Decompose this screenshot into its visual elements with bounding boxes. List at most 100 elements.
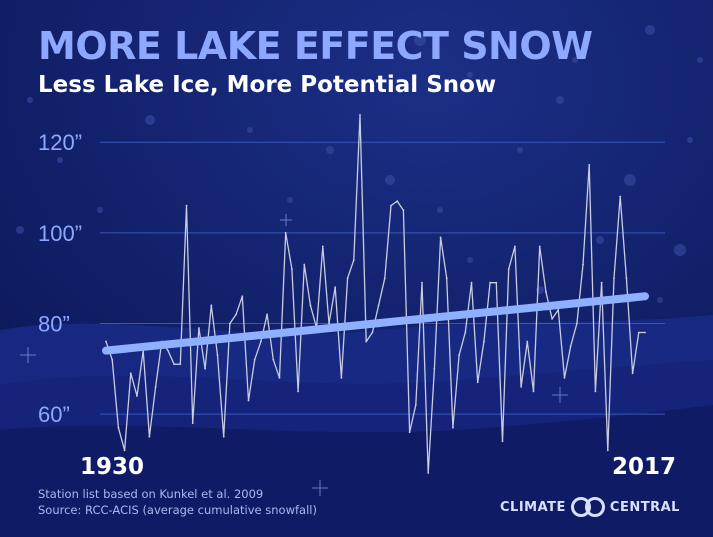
- data-point-1985: [445, 277, 448, 280]
- data-point-1965: [321, 245, 324, 248]
- data-point-1973: [371, 331, 374, 334]
- data-point-1968: [340, 376, 343, 379]
- data-point-1952: [241, 295, 244, 298]
- data-point-1989: [470, 281, 473, 284]
- data-point-1951: [235, 313, 238, 316]
- data-point-2003: [557, 308, 560, 311]
- data-point-1993: [495, 281, 498, 284]
- data-point-1978: [402, 209, 405, 212]
- x-tick-label-start: 1930: [80, 454, 144, 480]
- logo-rings-icon: [570, 497, 605, 517]
- data-point-1970: [352, 259, 355, 261]
- data-point-2016: [637, 331, 640, 334]
- data-point-1975: [383, 277, 386, 280]
- data-point-1999: [532, 390, 535, 393]
- data-point-1991: [483, 340, 485, 343]
- data-point-2007: [582, 263, 584, 266]
- y-tick-label-100: 100”: [38, 221, 82, 246]
- data-point-1942: [179, 363, 182, 366]
- data-point-1937: [148, 435, 151, 438]
- data-point-1979: [408, 431, 411, 434]
- data-point-1949: [222, 435, 225, 438]
- data-point-1981: [421, 281, 423, 284]
- data-point-1992: [489, 281, 492, 284]
- climate-central-logo: CLIMATE CENTRAL: [500, 496, 680, 518]
- data-point-1934: [129, 372, 132, 375]
- chart-subtitle: Less Lake Ice, More Potential Snow: [38, 72, 497, 98]
- data-point-1943: [185, 204, 188, 207]
- data-point-1977: [396, 200, 399, 203]
- data-point-1998: [526, 340, 529, 343]
- data-point-1971: [359, 114, 361, 116]
- data-point-1966: [328, 322, 330, 325]
- data-point-1972: [365, 340, 368, 343]
- data-point-1988: [464, 331, 467, 334]
- data-point-1963: [309, 304, 312, 307]
- data-point-1984: [439, 236, 442, 239]
- data-point-1945: [198, 327, 200, 329]
- data-point-1995: [507, 268, 510, 270]
- data-point-1944: [191, 422, 194, 425]
- data-point-1941: [173, 363, 176, 366]
- data-point-1974: [377, 304, 380, 307]
- data-point-1947: [210, 304, 213, 307]
- data-point-1953: [247, 399, 250, 402]
- snowfall-series-line: [105, 114, 645, 474]
- data-point-2004: [563, 376, 566, 379]
- data-point-1987: [458, 354, 461, 357]
- chart-title: MORE LAKE EFFECT SNOW: [38, 24, 593, 68]
- data-point-1961: [297, 390, 299, 393]
- data-point-2009: [594, 390, 597, 393]
- brand-left-text: CLIMATE: [500, 499, 566, 515]
- data-point-2017: [644, 331, 646, 334]
- data-point-2013: [619, 195, 622, 198]
- data-point-2005: [569, 345, 572, 348]
- trend-line: [102, 292, 649, 355]
- snowfall-points: [105, 114, 646, 474]
- data-point-1994: [501, 440, 504, 443]
- data-point-1956: [266, 313, 268, 316]
- data-point-1969: [346, 277, 349, 280]
- brand-right-text: CENTRAL: [609, 499, 680, 515]
- data-point-2015: [631, 372, 634, 375]
- data-point-1954: [253, 358, 256, 361]
- data-point-1997: [520, 385, 522, 388]
- data-point-2002: [551, 318, 553, 320]
- data-point-1932: [117, 426, 120, 429]
- y-tick-label-120: 120”: [38, 130, 82, 155]
- data-point-2001: [544, 290, 547, 293]
- x-tick-label-end: 2017: [612, 454, 676, 480]
- data-point-2006: [575, 322, 578, 325]
- data-point-1976: [390, 204, 392, 207]
- data-point-1996: [513, 245, 516, 248]
- data-point-1933: [123, 449, 126, 452]
- data-point-1935: [136, 395, 138, 397]
- data-point-1982: [427, 472, 430, 474]
- data-point-1967: [334, 286, 337, 289]
- data-point-2014: [625, 277, 628, 280]
- y-axis-ticks: 60” 80” 100” 120”: [38, 130, 82, 427]
- data-point-1938: [154, 385, 157, 388]
- footnote-station-list: Station list based on Kunkel et al. 2009: [38, 487, 264, 501]
- data-point-1960: [290, 268, 293, 270]
- data-point-1962: [303, 263, 306, 266]
- data-point-1946: [204, 367, 207, 370]
- data-point-2012: [613, 277, 615, 280]
- data-point-1955: [259, 340, 262, 343]
- data-point-2008: [588, 163, 591, 166]
- data-point-2000: [538, 245, 541, 248]
- data-point-1957: [272, 358, 275, 361]
- data-point-1948: [216, 354, 219, 357]
- data-point-1931: [111, 358, 114, 361]
- footnote-source: Source: RCC-ACIS (average cumulative sno…: [38, 503, 317, 517]
- gridlines: [100, 141, 665, 415]
- data-point-1930: [105, 340, 107, 343]
- data-point-1980: [414, 404, 417, 406]
- data-point-1950: [229, 322, 231, 325]
- data-point-1940: [167, 349, 169, 352]
- data-point-1986: [452, 426, 454, 429]
- data-point-1983: [433, 367, 436, 370]
